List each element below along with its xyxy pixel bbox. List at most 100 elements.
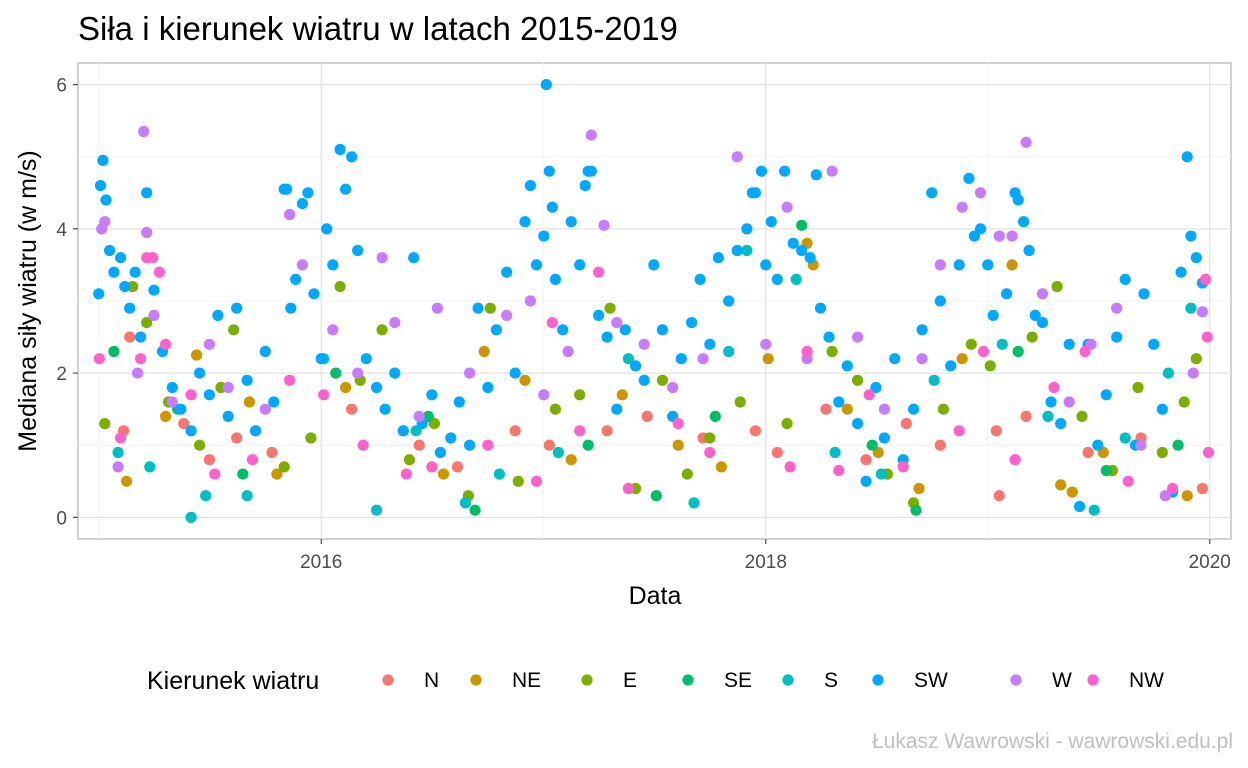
data-point	[1023, 244, 1035, 257]
data-point	[860, 454, 872, 466]
data-point	[115, 432, 127, 444]
data-point	[1055, 479, 1067, 491]
data-point	[820, 403, 832, 415]
data-point	[352, 367, 364, 379]
data-point	[1132, 381, 1144, 394]
data-point	[185, 389, 197, 401]
series-e	[99, 281, 1202, 509]
data-point	[1201, 331, 1213, 343]
data-point	[833, 464, 845, 477]
data-point	[241, 374, 253, 386]
data-point	[271, 468, 283, 480]
data-point	[141, 187, 153, 199]
data-point	[582, 439, 594, 451]
y-axis-title: Mediana siły wiatru (w m/s)	[14, 150, 42, 451]
data-point	[285, 302, 297, 314]
data-point	[549, 403, 562, 415]
data-point	[284, 208, 296, 221]
x-axis-title: Data	[629, 582, 682, 610]
data-point	[346, 403, 358, 415]
data-point	[315, 353, 327, 365]
data-point	[100, 194, 112, 206]
data-point	[540, 79, 552, 91]
data-point	[400, 468, 412, 480]
data-point	[148, 309, 160, 321]
data-point	[228, 324, 240, 336]
data-point	[585, 129, 597, 141]
data-point	[166, 396, 178, 408]
data-point	[296, 259, 308, 271]
data-point	[278, 461, 290, 473]
data-point	[611, 403, 623, 415]
data-point	[866, 439, 878, 451]
data-point	[675, 353, 687, 365]
data-point	[810, 169, 822, 181]
data-point	[672, 418, 684, 430]
data-point	[585, 165, 597, 177]
data-point	[1119, 432, 1131, 444]
y-tick-label: 6	[56, 76, 67, 97]
legend-item-ne: NE	[470, 669, 541, 692]
data-point	[538, 230, 550, 242]
data-point	[982, 259, 994, 271]
data-point	[704, 432, 716, 444]
data-point	[841, 360, 853, 372]
data-point	[194, 367, 206, 379]
data-point	[878, 432, 891, 444]
data-point	[804, 252, 816, 264]
data-point	[185, 425, 197, 437]
data-point	[686, 317, 698, 329]
data-point	[1122, 475, 1134, 487]
data-point	[557, 324, 569, 336]
y-tick-label: 0	[56, 508, 67, 529]
data-point	[709, 410, 721, 422]
data-point	[237, 468, 249, 480]
data-point	[852, 418, 864, 430]
data-point	[1042, 410, 1054, 422]
data-point	[459, 497, 471, 509]
data-point	[993, 230, 1005, 242]
data-point	[1172, 439, 1184, 451]
data-point	[749, 425, 762, 437]
data-point	[484, 302, 496, 314]
legend-key	[782, 674, 794, 686]
data-point	[141, 317, 153, 329]
data-point	[305, 432, 317, 444]
data-point	[579, 180, 591, 192]
data-point	[1185, 302, 1197, 314]
data-point	[1051, 281, 1063, 293]
data-point	[94, 180, 107, 192]
data-point	[1196, 306, 1208, 318]
data-point	[203, 389, 215, 401]
legend-label: SW	[914, 669, 948, 692]
data-point	[330, 367, 342, 379]
data-point	[1074, 500, 1086, 513]
data-point	[124, 331, 136, 343]
data-point	[1156, 403, 1168, 415]
data-point	[1020, 136, 1032, 148]
data-point	[346, 151, 358, 163]
data-point	[672, 439, 684, 451]
legend-title: Kierunek wiatru	[147, 667, 319, 695]
data-point	[638, 374, 650, 386]
grid-lines	[78, 63, 1231, 539]
data-point	[112, 461, 124, 473]
data-point	[160, 338, 172, 350]
data-point	[1175, 266, 1187, 278]
data-point	[781, 201, 793, 213]
data-point	[524, 295, 537, 307]
data-point	[129, 266, 141, 278]
data-point	[321, 223, 333, 235]
data-point	[413, 410, 425, 422]
legend-key	[581, 674, 593, 686]
x-axis: 2016 2018 2020	[300, 539, 1231, 573]
legend-label: NW	[1129, 669, 1164, 692]
data-point	[546, 317, 558, 329]
data-point	[878, 403, 891, 415]
data-point	[749, 187, 762, 199]
data-point	[616, 389, 628, 401]
data-point	[108, 345, 120, 358]
data-point	[327, 324, 339, 336]
data-point	[127, 281, 139, 293]
